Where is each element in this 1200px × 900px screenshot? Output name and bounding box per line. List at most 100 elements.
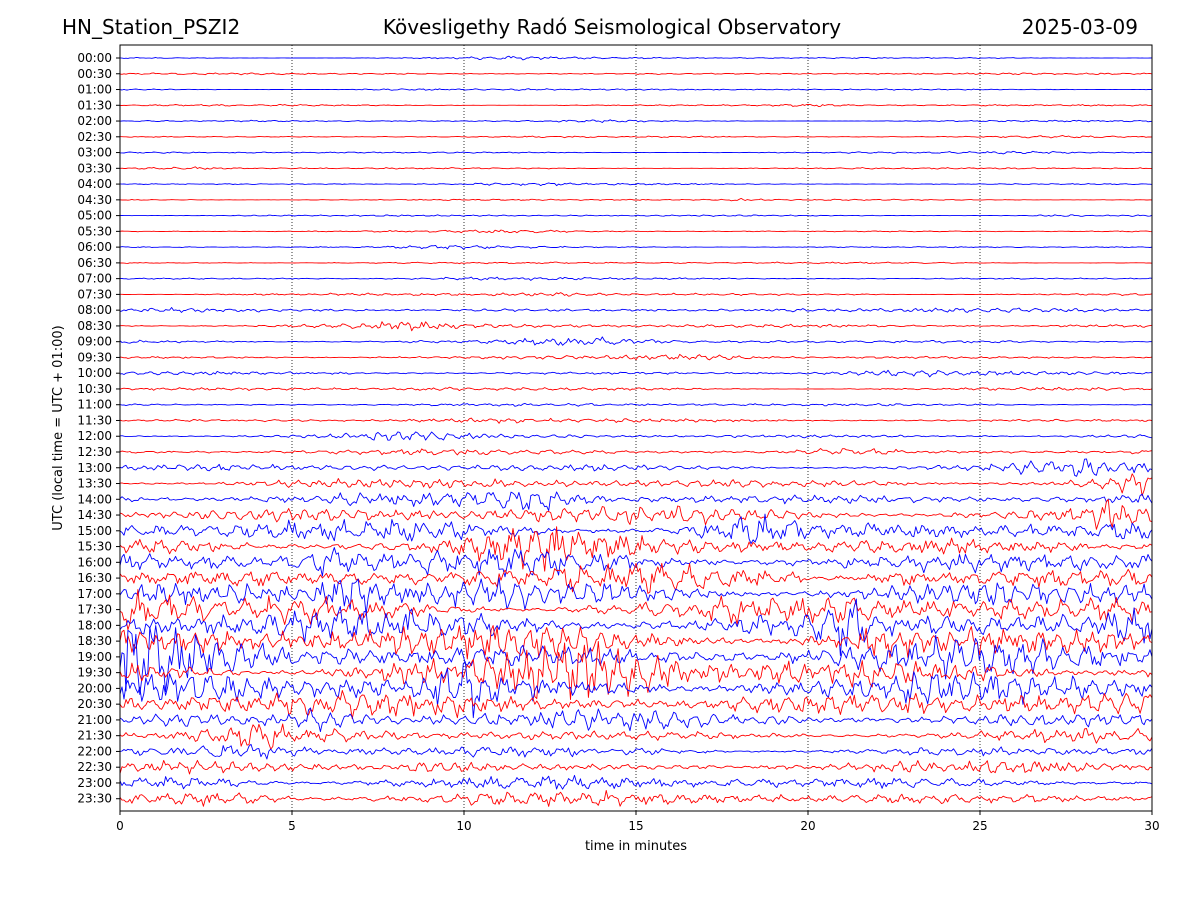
trace-row: [119, 135, 1153, 139]
y-tick-label: 18:30: [77, 634, 112, 648]
y-tick-label: 09:00: [77, 335, 112, 349]
trace-row: [119, 229, 1153, 234]
y-tick-label: 12:30: [77, 445, 112, 459]
x-tick-label: 0: [116, 819, 124, 833]
y-tick-label: 00:30: [77, 67, 112, 81]
trace-row: [119, 197, 1153, 202]
trace-row: [119, 789, 1153, 807]
y-tick-label: 03:00: [77, 146, 112, 160]
trace-row: [119, 473, 1153, 497]
trace-row: [119, 386, 1153, 392]
y-tick-label: 10:30: [77, 382, 112, 396]
y-tick-label: 06:00: [77, 240, 112, 254]
y-axis-label: UTC (local time = UTC + 01:00): [51, 325, 66, 530]
x-axis-ticks: 0 5 10 15 20 25 30: [116, 811, 1160, 833]
trace-row: [119, 431, 1153, 441]
y-tick-label: 12:00: [77, 429, 112, 443]
trace-row: [119, 448, 1153, 456]
y-tick-label: 23:00: [77, 776, 112, 790]
trace-row: [120, 150, 1153, 155]
y-tick-label: 05:30: [77, 224, 112, 238]
y-tick-label: 18:00: [77, 618, 112, 632]
y-tick-label: 03:30: [77, 161, 112, 175]
trace-row: [119, 547, 1153, 578]
y-tick-label: 04:00: [77, 177, 112, 191]
trace-row: [119, 589, 1153, 631]
y-tick-label: 01:30: [77, 98, 112, 112]
y-tick-label: 13:30: [77, 477, 112, 491]
trace-row: [119, 88, 1153, 91]
trace-row: [119, 640, 1153, 701]
trace-row: [119, 336, 1153, 346]
y-tick-label: 08:30: [77, 319, 112, 333]
trace-row: [119, 499, 1153, 530]
y-tick-label: 08:00: [77, 303, 112, 317]
trace-row: [119, 526, 1153, 572]
y-tick-label: 16:00: [77, 555, 112, 569]
y-tick-label: 19:30: [77, 666, 112, 680]
y-tick-label: 17:00: [77, 587, 112, 601]
trace-row: [119, 513, 1153, 545]
trace-row: [120, 214, 1153, 217]
x-tick-label: 25: [972, 819, 987, 833]
record-date: 2025-03-09: [1021, 15, 1138, 39]
trace-row: [119, 707, 1153, 733]
trace-row: [119, 458, 1153, 477]
x-axis-label: time in minutes: [585, 839, 687, 854]
trace-row: [119, 417, 1153, 424]
trace-row: [119, 244, 1153, 250]
y-tick-label: 01:00: [77, 83, 112, 97]
y-tick-label: 11:30: [77, 413, 112, 427]
trace-row: [119, 723, 1153, 750]
trace-row: [119, 625, 1153, 660]
y-tick-label: 17:30: [77, 603, 112, 617]
x-tick-label: 30: [1144, 819, 1159, 833]
x-tick-label: 5: [288, 819, 296, 833]
trace-row: [119, 690, 1153, 720]
trace-row: [119, 72, 1153, 76]
y-tick-label: 15:00: [77, 524, 112, 538]
trace-row: [120, 292, 1153, 297]
trace-row: [120, 103, 1152, 107]
trace-row: [119, 182, 1153, 187]
trace-row: [119, 562, 1153, 594]
grid-lines: [291, 45, 981, 811]
trace-row: [119, 321, 1153, 332]
trace-row: [119, 743, 1153, 760]
trace-row: [119, 759, 1153, 775]
y-tick-label: 06:30: [77, 256, 112, 270]
trace-row: [119, 353, 1153, 361]
y-tick-label: 15:30: [77, 540, 112, 554]
y-tick-label: 02:00: [77, 114, 112, 128]
observatory-title: Kövesligethy Radó Seismological Observat…: [382, 15, 842, 39]
trace-row: [119, 598, 1153, 657]
y-tick-label: 07:00: [77, 272, 112, 286]
y-tick-label: 00:00: [77, 51, 112, 65]
y-tick-label: 21:30: [77, 729, 112, 743]
y-tick-label: 11:00: [77, 398, 112, 412]
trace-row: [119, 55, 1153, 61]
y-tick-label: 19:00: [77, 650, 112, 664]
y-tick-label: 09:30: [77, 350, 112, 364]
y-tick-label: 23:30: [77, 792, 112, 806]
y-tick-label: 20:30: [77, 697, 112, 711]
trace-row: [119, 166, 1153, 170]
x-tick-label: 10: [456, 819, 471, 833]
x-tick-label: 20: [800, 819, 815, 833]
trace-row: [119, 119, 1153, 123]
y-tick-label: 02:30: [77, 130, 112, 144]
trace-row: [119, 661, 1153, 719]
trace-row: [119, 276, 1153, 281]
y-tick-label: 22:00: [77, 744, 112, 758]
y-tick-label: 07:30: [77, 287, 112, 301]
y-tick-label: 22:30: [77, 760, 112, 774]
y-tick-label: 04:30: [77, 193, 112, 207]
station-name: HN_Station_PSZI2: [62, 15, 241, 39]
seismic-traces: [119, 55, 1153, 807]
y-tick-label: 14:00: [77, 492, 112, 506]
trace-row: [119, 369, 1153, 378]
trace-row: [119, 491, 1153, 512]
y-tick-label: 16:30: [77, 571, 112, 585]
